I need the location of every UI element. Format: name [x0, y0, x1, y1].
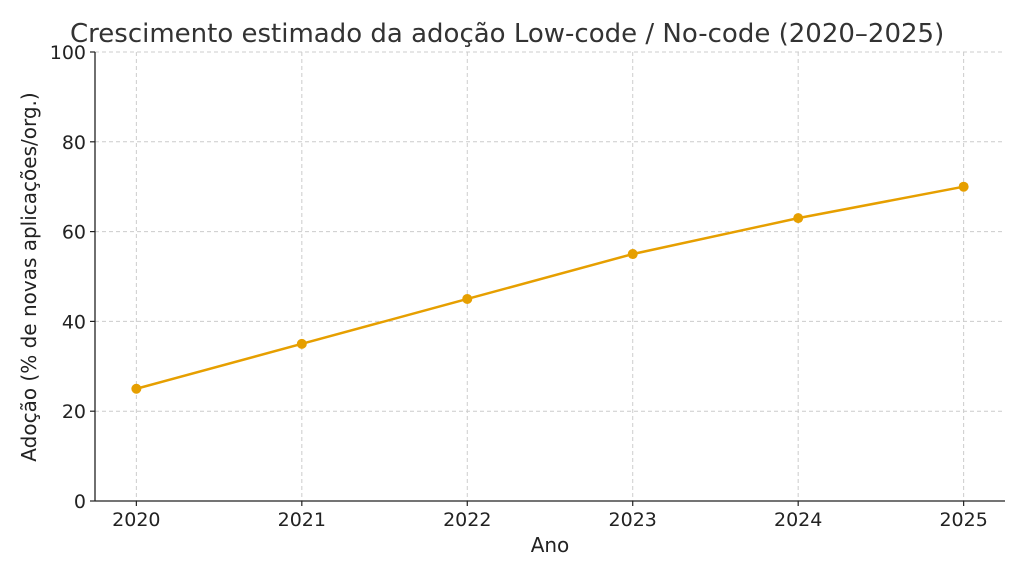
x-tick-label: 2023 [609, 509, 657, 531]
data-point [793, 213, 804, 224]
x-tick-label: 2020 [112, 509, 160, 531]
data-point [131, 383, 142, 394]
y-tick-label: 80 [62, 132, 86, 154]
data-point [462, 293, 473, 304]
data-point [958, 181, 969, 192]
x-tick-label: 2022 [443, 509, 491, 531]
y-axis-label: Adoção (% de novas aplicações/org.) [17, 92, 41, 461]
x-tick-label: 2021 [278, 509, 326, 531]
y-tick-label: 0 [74, 491, 86, 513]
y-tick-label: 20 [62, 401, 86, 423]
series-layer [131, 181, 969, 394]
x-axis-label: Ano [531, 533, 570, 557]
data-point [627, 249, 638, 260]
y-tick-label: 40 [62, 311, 86, 333]
y-tick-label: 60 [62, 222, 86, 244]
series-line [135, 185, 965, 390]
axes-layer [94, 52, 1005, 502]
x-tick-label: 2024 [774, 509, 822, 531]
x-tick-label: 2025 [939, 509, 987, 531]
ticks-layer: 2020 2021 2022 2023 2024 2025 0 20 40 60 80 100 [50, 42, 988, 531]
data-point [296, 338, 307, 349]
y-tick-label: 100 [50, 42, 86, 64]
chart-title: Crescimento estimado da adoção Low-code … [70, 19, 944, 49]
